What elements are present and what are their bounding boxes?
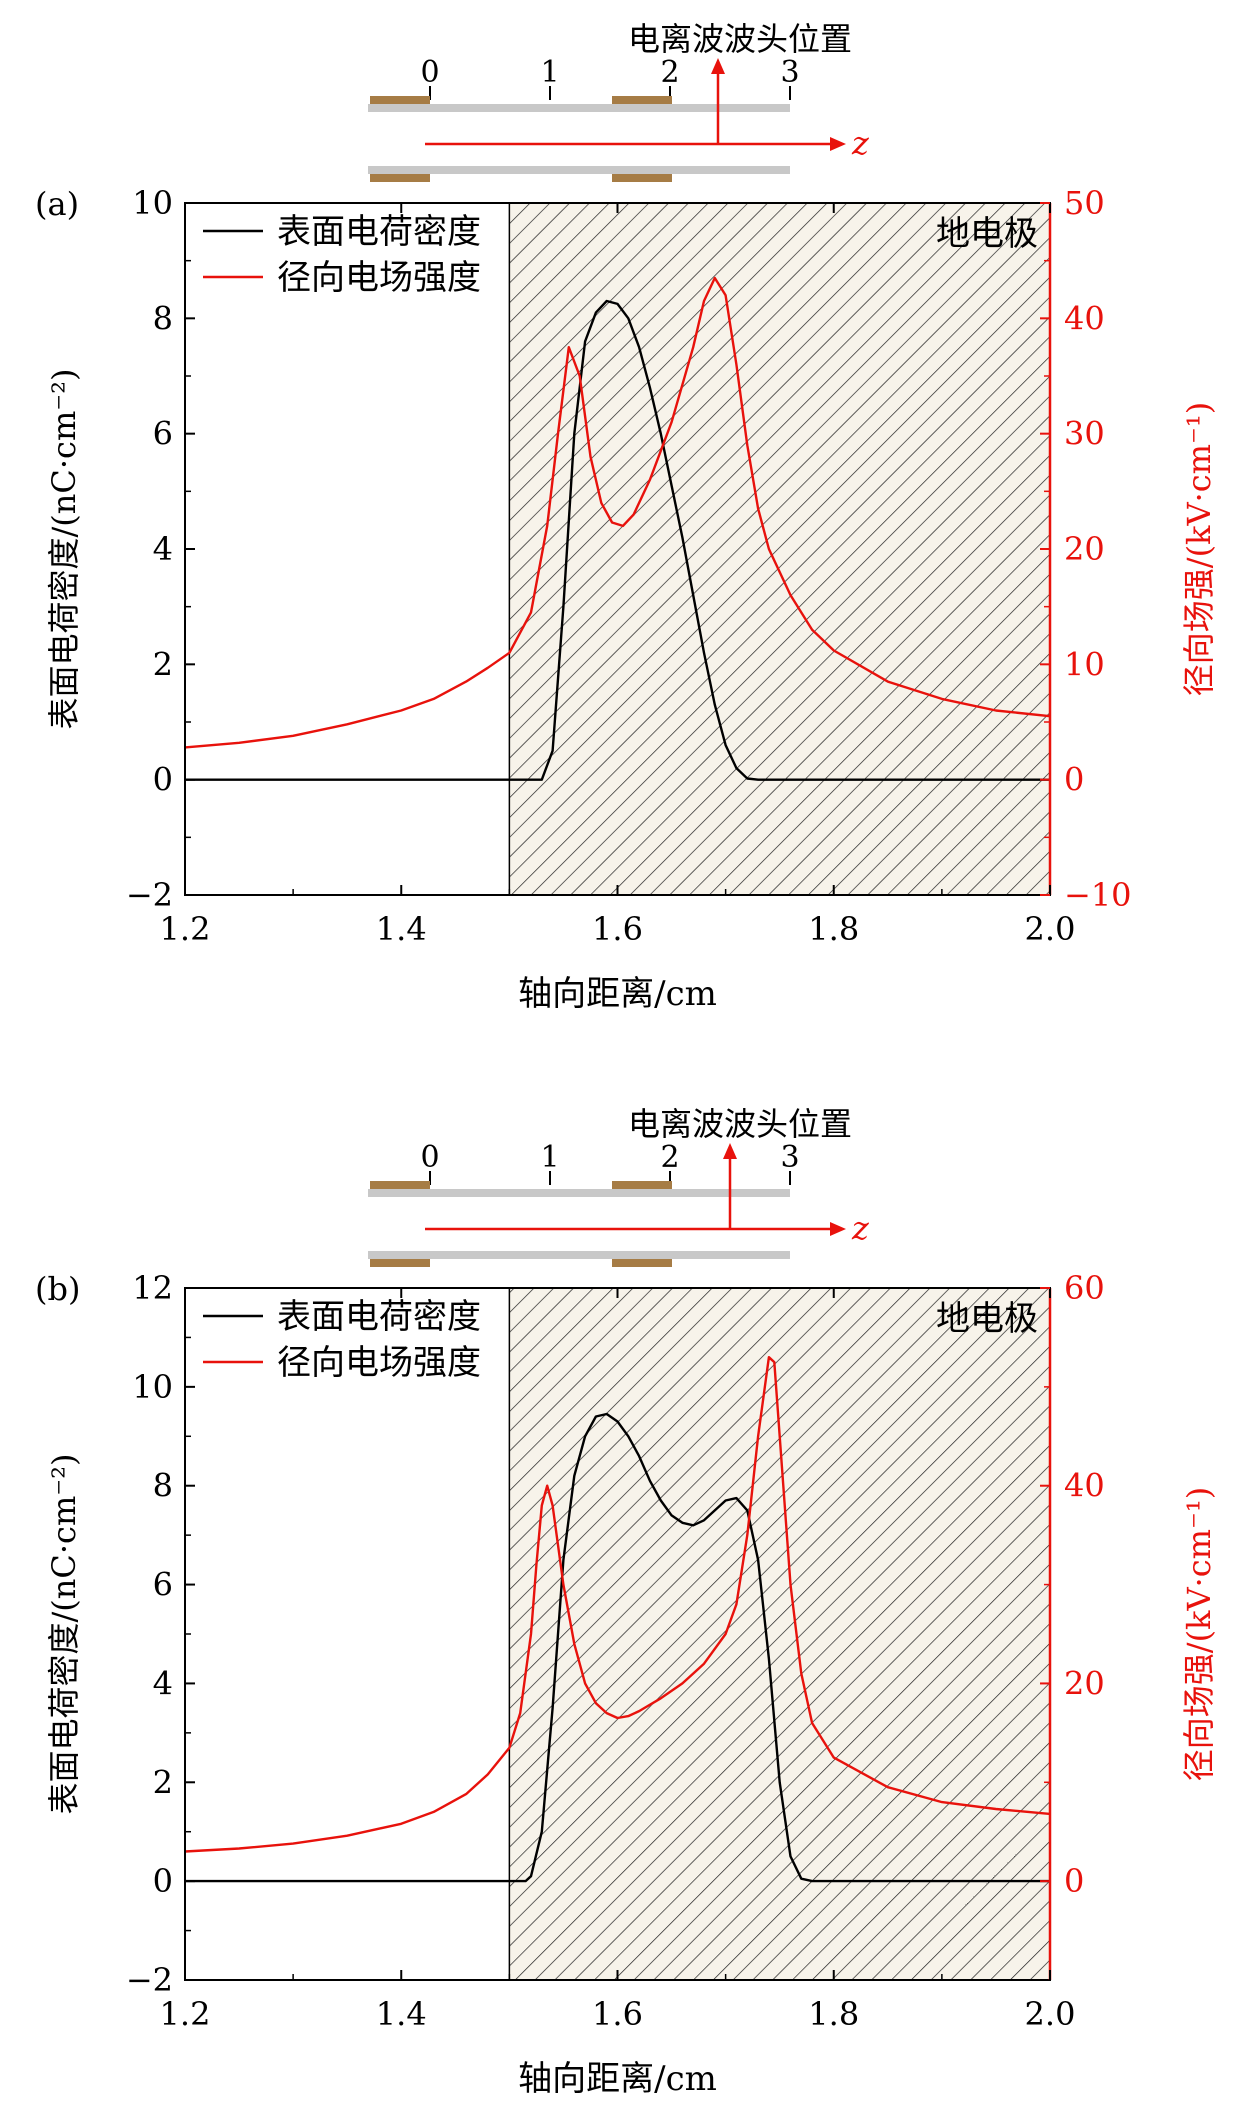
- x-tick-label: 1.6: [592, 910, 643, 948]
- ionization-front-title: 电离波波头位置: [628, 1105, 852, 1143]
- schematic-tick-label: 0: [420, 1140, 439, 1175]
- x-tick-label: 1.6: [592, 1995, 643, 2033]
- ionization-front-title: 电离波波头位置: [628, 20, 852, 58]
- series-surface-charge-line: [185, 299, 1050, 781]
- schematic-tick-label: 1: [540, 1140, 559, 1175]
- legend-label: 表面电荷密度: [277, 212, 481, 252]
- schematic-tick-label: 1: [540, 55, 559, 90]
- hv-electrode-bottom: [370, 174, 430, 182]
- legend-label: 径向电场强度: [277, 258, 481, 298]
- ground-electrode-region: [508, 202, 1051, 896]
- y-right-tick-label: 10: [1064, 645, 1105, 683]
- series-surface-charge-line: [185, 1412, 1050, 1883]
- series-radial-field-line: [184, 1356, 1051, 1853]
- y-left-tick-label: −2: [126, 876, 173, 914]
- legend-label: 表面电荷密度: [277, 1297, 481, 1337]
- y-left-tick-label: 6: [153, 1566, 173, 1604]
- y-left-tick-label: 4: [153, 1664, 173, 1702]
- ionization-front-arrowhead: [711, 58, 725, 74]
- x-axis-title: 轴向距离/cm: [518, 974, 717, 1014]
- y-left-tick-label: 10: [132, 1368, 173, 1406]
- y-right-axis-title: 径向场强/(kV·cm⁻¹): [1180, 1487, 1218, 1781]
- ground-electrode-top: [612, 96, 672, 104]
- series-radial-field-line: [184, 276, 1051, 749]
- ionization-front-arrowhead: [723, 1143, 737, 1159]
- z-axis-label: z: [851, 1209, 870, 1247]
- y-left-tick-label: 2: [153, 645, 173, 683]
- panel-a: 电离波波头位置 0 1 2 3 z 地电极 1.2 1.4 1.6 1.8 2.0 轴向距离/cm −2 0…: [35, 20, 1218, 1014]
- z-axis-arrowhead: [830, 137, 846, 151]
- y-right-axis-title: 径向场强/(kV·cm⁻¹): [1180, 402, 1218, 696]
- y-right-tick-label: 40: [1064, 299, 1105, 337]
- electrode-schematic: 电离波波头位置 0 1 2 3 z: [368, 20, 870, 182]
- x-tick-label: 1.8: [808, 1995, 859, 2033]
- y-left-tick-label: −2: [126, 1961, 173, 1999]
- y-right-tick-label: 30: [1064, 415, 1105, 453]
- schematic-tick-label: 2: [660, 55, 679, 90]
- x-tick-label: 1.2: [160, 1995, 211, 2033]
- hv-electrode-top: [370, 1181, 430, 1189]
- ground-electrode-bottom: [612, 174, 672, 182]
- ground-electrode-top: [612, 1181, 672, 1189]
- y-left-tick-label: 10: [132, 184, 173, 222]
- x-tick-label: 1.2: [160, 910, 211, 948]
- y-left-tick-label: 12: [132, 1269, 173, 1307]
- x-tick-label: 1.4: [376, 1995, 427, 2033]
- z-axis-label: z: [851, 124, 870, 162]
- hv-electrode-bottom: [370, 1259, 430, 1267]
- x-tick-label: 2.0: [1025, 910, 1076, 948]
- y-right-tick-label: 40: [1064, 1467, 1105, 1505]
- y-left-tick-label: 0: [153, 1862, 173, 1900]
- y-right-tick-label: 60: [1064, 1269, 1105, 1307]
- y-left-axis-title: 表面电荷密度/(nC·cm⁻²): [45, 1453, 83, 1814]
- y-right-tick-label: −10: [1064, 876, 1132, 914]
- ground-electrode-label: 地电极: [936, 214, 1038, 254]
- z-axis-arrowhead: [830, 1222, 846, 1236]
- panel-label: (b): [35, 1270, 80, 1308]
- schematic-tick-label: 3: [780, 55, 799, 90]
- x-tick-label: 1.8: [808, 910, 859, 948]
- x-axis-title: 轴向距离/cm: [518, 2059, 717, 2099]
- y-left-tick-label: 4: [153, 530, 173, 568]
- hv-electrode-top: [370, 96, 430, 104]
- schematic-tick-label: 2: [660, 1140, 679, 1175]
- y-left-tick-label: 8: [153, 1467, 173, 1505]
- y-left-axis-title: 表面电荷密度/(nC·cm⁻²): [45, 368, 83, 729]
- y-left-tick-label: 2: [153, 1763, 173, 1801]
- electrode-schematic: 电离波波头位置 0 1 2 3 z: [368, 1105, 870, 1267]
- y-right-tick-label: 20: [1064, 530, 1105, 568]
- legend-label: 径向电场强度: [277, 1343, 481, 1383]
- y-left-tick-label: 0: [153, 761, 173, 799]
- x-tick-label: 2.0: [1025, 1995, 1076, 2033]
- y-right-tick-label: 50: [1064, 184, 1105, 222]
- ground-electrode-label: 地电极: [936, 1299, 1038, 1339]
- y-left-tick-label: 6: [153, 415, 173, 453]
- panel-label: (a): [35, 185, 79, 223]
- y-right-tick-label: 0: [1064, 761, 1084, 799]
- y-right-tick-label: 0: [1064, 1862, 1084, 1900]
- ground-electrode-region: [508, 1287, 1051, 1981]
- y-right-tick-label: 20: [1064, 1664, 1105, 1702]
- schematic-tick-label: 3: [780, 1140, 799, 1175]
- ground-electrode-bottom: [612, 1259, 672, 1267]
- x-tick-label: 1.4: [376, 910, 427, 948]
- schematic-tick-label: 0: [420, 55, 439, 90]
- y-left-tick-label: 8: [153, 299, 173, 337]
